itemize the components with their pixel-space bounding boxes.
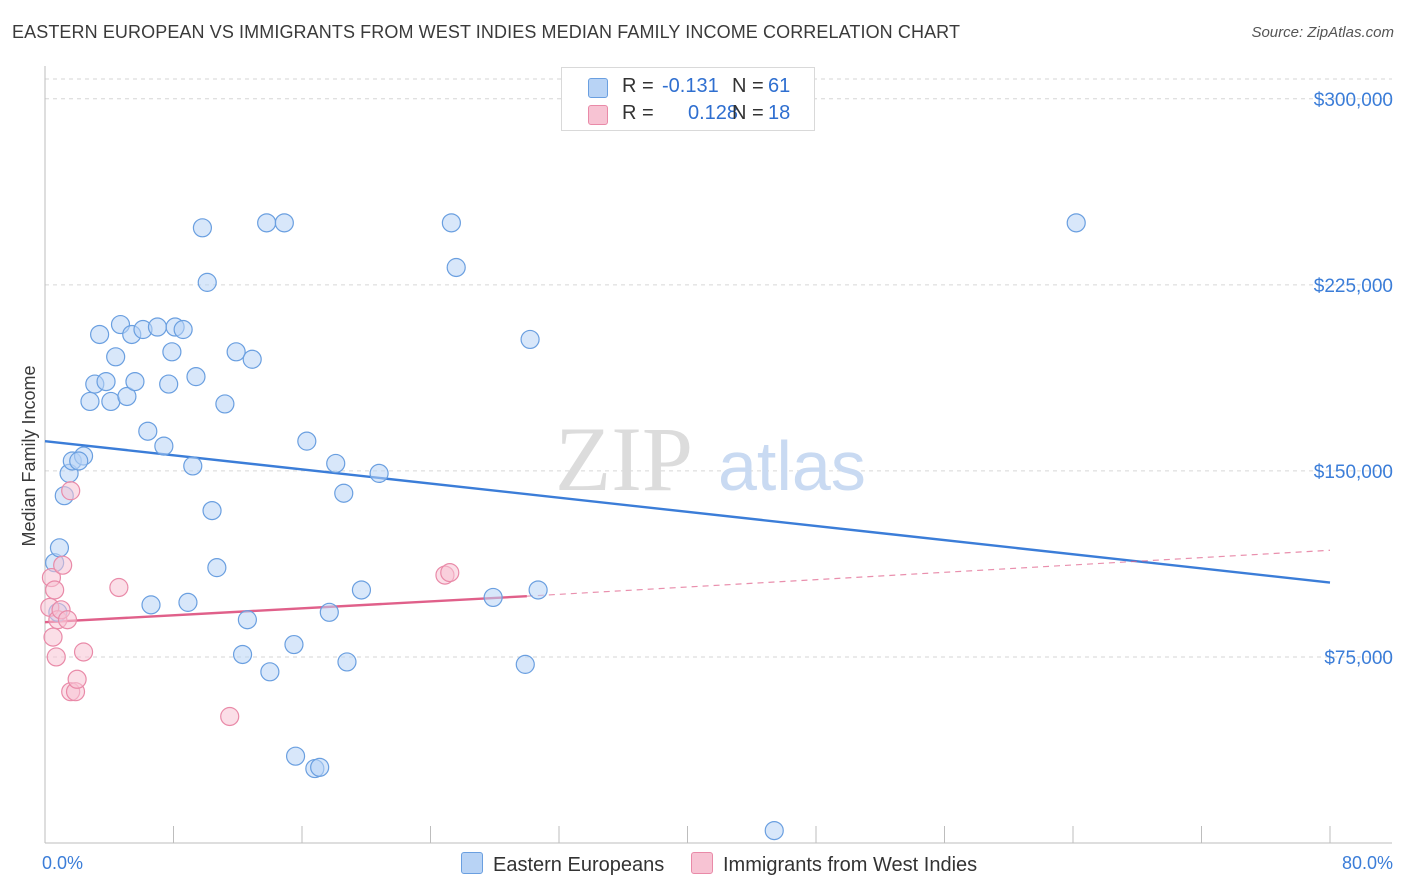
legend-r-label: R =: [622, 75, 654, 97]
point-eastern-european: [284, 634, 304, 655]
point-eastern-european: [441, 213, 461, 233]
point-eastern-european: [232, 644, 253, 665]
point-eastern-european: [101, 391, 121, 412]
series-legend: Eastern Europeans Immigrants from West I…: [0, 852, 1406, 878]
point-eastern-european: [319, 602, 339, 622]
point-eastern-european: [202, 500, 222, 521]
point-eastern-european: [207, 558, 227, 578]
point-eastern-european: [257, 213, 277, 233]
point-eastern-european: [215, 394, 235, 414]
series-swatch-pink: [691, 852, 713, 874]
point-eastern-european: [274, 213, 294, 233]
point-eastern-european: [197, 272, 217, 292]
legend-n-value: 61: [768, 75, 791, 97]
point-west-indies: [220, 706, 240, 727]
y-tick-label: $300,000: [1314, 90, 1393, 111]
trend-line-west-indies-extension: [526, 549, 1331, 597]
legend-r-value: -0.131: [662, 75, 719, 97]
series-legend-label: Eastern Europeans: [493, 854, 665, 876]
point-west-indies: [73, 642, 94, 662]
point-eastern-european: [260, 662, 280, 682]
point-eastern-european: [90, 324, 110, 345]
axes: [44, 66, 1392, 844]
point-eastern-european: [106, 347, 126, 367]
point-eastern-european: [326, 453, 346, 474]
point-west-indies: [43, 627, 63, 647]
point-eastern-european: [528, 580, 548, 600]
trend-lines: [44, 439, 1331, 624]
point-eastern-european: [764, 820, 784, 841]
y-tick-label: $75,000: [1324, 648, 1393, 669]
point-eastern-european: [242, 349, 262, 369]
point-eastern-european: [237, 610, 257, 630]
series-legend-label: Immigrants from West Indies: [723, 854, 978, 876]
point-west-indies: [57, 610, 78, 630]
point-west-indies: [45, 580, 65, 600]
series-swatch-blue: [461, 852, 483, 874]
point-eastern-european: [159, 374, 179, 394]
series-legend-west-indies: Immigrants from West Indies: [691, 852, 977, 877]
tick-labels: $75,000 $150,000 $225,000 $300,000 0.0% 80.0%: [42, 90, 1393, 873]
point-eastern-european: [96, 372, 116, 392]
legend-r-value: 0.128: [688, 102, 739, 124]
y-axis-label: Median Family Income: [19, 365, 39, 546]
point-eastern-european: [351, 580, 372, 600]
point-eastern-european: [147, 317, 168, 337]
series-legend-eastern-europeans: Eastern Europeans: [461, 852, 664, 877]
watermark-atlas: atlas: [718, 427, 866, 505]
legend-n-value: 18: [768, 102, 791, 124]
point-eastern-european: [141, 595, 161, 615]
point-eastern-european: [192, 218, 213, 238]
point-eastern-european: [297, 431, 317, 451]
point-west-indies: [46, 647, 66, 667]
point-eastern-european: [483, 587, 503, 608]
point-eastern-european: [80, 391, 100, 412]
point-eastern-european: [186, 367, 206, 387]
watermark-zip: ZIP: [555, 408, 693, 510]
point-eastern-european: [285, 746, 306, 766]
point-eastern-european: [334, 483, 354, 503]
point-eastern-european: [1066, 213, 1086, 233]
data-points: [40, 213, 1086, 841]
point-west-indies: [440, 563, 460, 583]
point-eastern-european: [310, 757, 330, 777]
source-label: Source: ZipAtlas.com: [1251, 24, 1394, 41]
x-tick-label-min: 0.0%: [42, 853, 83, 873]
point-eastern-european: [162, 342, 182, 362]
correlation-legend: R = -0.131 N = 61 R = 0.128 N = 18: [561, 67, 815, 131]
point-eastern-european: [369, 463, 389, 483]
point-eastern-european: [154, 436, 174, 456]
point-eastern-european: [226, 342, 246, 362]
point-eastern-european: [173, 319, 193, 340]
trend-line-west-indies: [44, 594, 527, 624]
point-eastern-european: [446, 257, 466, 278]
point-west-indies: [53, 555, 73, 575]
point-eastern-european: [515, 654, 535, 674]
chart-title: EASTERN EUROPEAN VS IMMIGRANTS FROM WEST…: [12, 22, 961, 42]
point-west-indies: [67, 669, 87, 689]
point-eastern-european: [520, 329, 540, 350]
legend-r-label: R =: [622, 102, 654, 124]
legend-n-label: N =: [732, 102, 764, 124]
point-eastern-european: [178, 592, 198, 612]
legend-swatch-pink: [588, 105, 608, 125]
point-eastern-european: [337, 652, 357, 672]
legend-swatch-blue: [588, 78, 608, 98]
legend-n-label: N =: [732, 75, 764, 97]
point-eastern-european: [49, 538, 70, 558]
x-tick-label-max: 80.0%: [1342, 853, 1393, 873]
y-tick-label: $225,000: [1314, 276, 1393, 297]
point-eastern-european: [125, 372, 145, 392]
point-west-indies: [61, 481, 81, 501]
trend-line-eastern-europeans: [44, 439, 1331, 584]
watermark: ZIP atlas: [555, 408, 866, 510]
point-eastern-european: [69, 451, 89, 471]
grid-lines: [45, 78, 1392, 658]
point-eastern-european: [183, 456, 203, 476]
point-eastern-european: [117, 386, 137, 407]
point-west-indies: [109, 577, 129, 598]
y-tick-label: $150,000: [1314, 462, 1393, 483]
point-eastern-european: [138, 421, 158, 441]
